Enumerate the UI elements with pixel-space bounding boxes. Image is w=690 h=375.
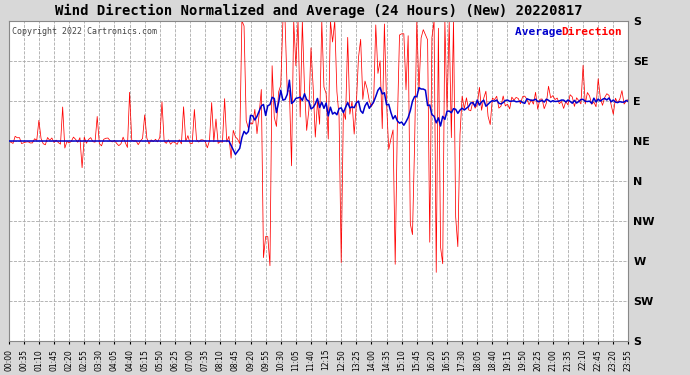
Title: Wind Direction Normalized and Average (24 Hours) (New) 20220817: Wind Direction Normalized and Average (2… [55, 4, 582, 18]
Text: Direction: Direction [562, 27, 622, 37]
Text: Average: Average [515, 27, 569, 37]
Text: Copyright 2022 Cartronics.com: Copyright 2022 Cartronics.com [12, 27, 157, 36]
